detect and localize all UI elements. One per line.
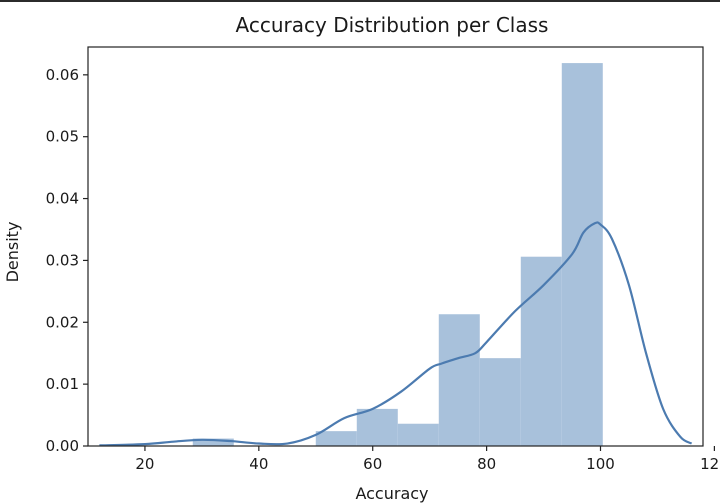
histogram-bar: [356, 408, 398, 446]
y-tick-label: 0.02: [46, 313, 79, 331]
x-tick-label: 60: [363, 455, 382, 473]
histogram-bars: [192, 63, 603, 447]
x-tick-label: 40: [249, 455, 268, 473]
chart-title: Accuracy Distribution per Class: [236, 13, 549, 37]
y-tick-label: 0.04: [46, 190, 79, 208]
y-axis-ticks: 0.00 0.01 0.02 0.03 0.04 0.05 0.06: [46, 66, 88, 455]
histogram-bar: [479, 358, 521, 446]
x-tick-label: 120: [700, 455, 720, 473]
histogram-bar: [438, 314, 480, 446]
histogram-bar: [561, 63, 603, 447]
y-tick-label: 0.06: [46, 66, 79, 84]
y-tick-label: 0.03: [46, 251, 79, 269]
histogram-bar: [520, 256, 562, 446]
x-axis-label: Accuracy: [355, 484, 428, 503]
histogram-bar: [315, 431, 357, 446]
y-tick-label: 0.00: [46, 437, 79, 455]
plot-area-frame: [87, 46, 704, 447]
x-tick-label: 100: [586, 455, 615, 473]
kde-curve: [99, 221, 693, 447]
x-tick-label: 20: [135, 455, 154, 473]
y-axis-label: Density: [3, 222, 22, 283]
top-border-line: [0, 0, 720, 2]
y-tick-label: 0.05: [46, 128, 79, 146]
y-tick-label: 0.01: [46, 375, 79, 393]
x-axis-ticks: 20 40 60 80 100 120: [135, 446, 720, 473]
histogram-bar: [397, 423, 439, 446]
histogram-bar: [192, 438, 234, 446]
x-tick-label: 80: [477, 455, 496, 473]
